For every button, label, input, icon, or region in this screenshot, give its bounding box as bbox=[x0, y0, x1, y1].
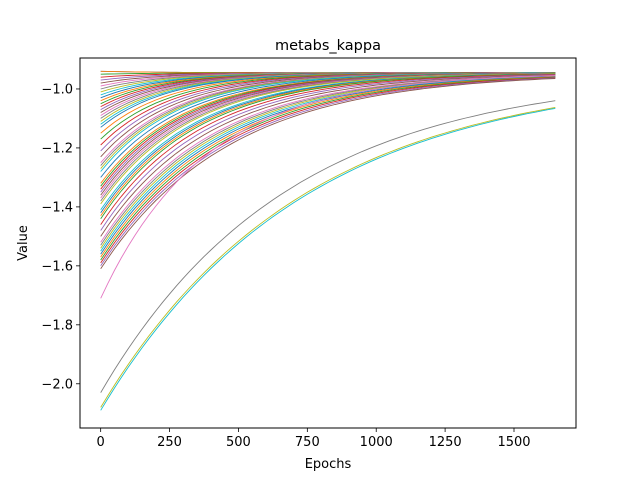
plot-lines bbox=[100, 70, 556, 411]
x-tick-label: 1250 bbox=[429, 435, 462, 450]
x-tick-label: 750 bbox=[295, 435, 320, 450]
y-tick-label: −1.8 bbox=[41, 318, 73, 333]
series-line bbox=[100, 73, 556, 225]
series-line bbox=[100, 76, 556, 255]
axes-frame bbox=[79, 57, 577, 429]
y-tick-label: −1.2 bbox=[41, 141, 73, 156]
x-tick-label: 500 bbox=[226, 435, 251, 450]
x-tick-label: 1000 bbox=[360, 435, 393, 450]
series-line bbox=[100, 74, 556, 237]
y-tick-label: −1.4 bbox=[41, 200, 73, 215]
y-tick-label: −1.0 bbox=[41, 82, 73, 97]
y-tick-label: −2.0 bbox=[41, 377, 73, 392]
chart-title: metabs_kappa bbox=[275, 38, 381, 54]
x-tick-label: 250 bbox=[157, 435, 182, 450]
series-line bbox=[100, 100, 556, 393]
x-tick-label: 1500 bbox=[497, 435, 530, 450]
series-line bbox=[100, 77, 556, 267]
x-axis-ticks: 0 250 500 750 1000 1250 1500 bbox=[97, 428, 531, 450]
y-axis-label: Value bbox=[16, 225, 31, 261]
x-axis-label: Epochs bbox=[305, 457, 352, 472]
y-tick-label: −1.6 bbox=[41, 259, 73, 274]
x-tick-label: 0 bbox=[97, 435, 105, 450]
series-line bbox=[100, 107, 556, 411]
series-line bbox=[100, 77, 556, 264]
series-line bbox=[100, 75, 556, 252]
series-line bbox=[100, 75, 556, 299]
y-axis-ticks: −2.0 −1.8 −1.6 −1.4 −1.2 −1.0 bbox=[41, 82, 80, 392]
series-line bbox=[100, 74, 556, 231]
series-line bbox=[100, 107, 556, 408]
series-line bbox=[100, 76, 556, 258]
series-line bbox=[100, 76, 556, 261]
